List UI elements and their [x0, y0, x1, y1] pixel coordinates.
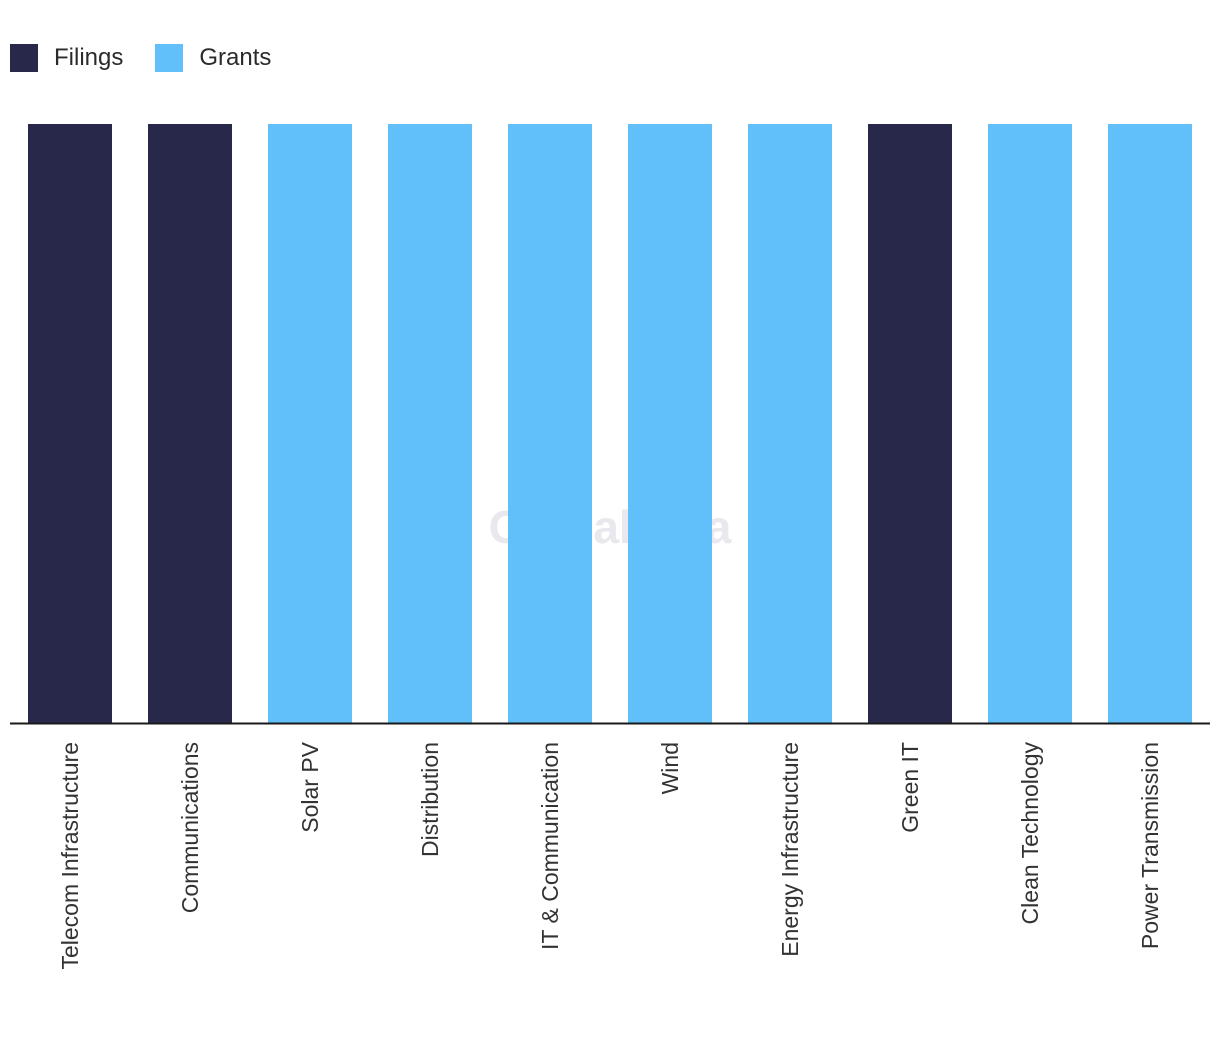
bars-group [28, 124, 1192, 723]
bar-filings-green-it [868, 124, 952, 723]
bar-grants-power-transmission [1108, 124, 1192, 723]
legend-label-grants: Grants [199, 44, 272, 71]
x-tick-label-power-transmission: Power Transmission [1137, 742, 1163, 949]
x-tick-label-wind: Wind [657, 742, 683, 794]
bar-grants-wind [628, 124, 712, 723]
bar-grants-energy-infrastructure [748, 124, 832, 723]
legend-label-filings: Filings [54, 44, 124, 71]
bar-grants-clean-technology [988, 124, 1072, 723]
x-tick-label-solar-pv: Solar PV [297, 741, 323, 832]
chart-legend: Filings Grants [10, 44, 303, 72]
legend-item-filings: Filings [10, 44, 123, 72]
x-tick-labels: Telecom Infrastructure Communications Sola… [57, 741, 1163, 969]
x-tick-label-telecom-infrastructure: Telecom Infrastructure [57, 742, 83, 970]
x-tick-label-energy-infrastructure: Energy Infrastructure [777, 742, 803, 957]
bar-filings-telecom-infrastructure [28, 124, 112, 723]
legend-swatch-filings [10, 44, 38, 72]
legend-swatch-grants [155, 44, 184, 72]
x-tick-label-distribution: Distribution [417, 742, 443, 857]
x-tick-label-communications: Communications [177, 742, 203, 913]
x-tick-label-it-communication: IT & Communication [537, 742, 563, 950]
x-tick-label-clean-technology: Clean Technology [1017, 742, 1043, 925]
bar-grants-it-communication [508, 124, 592, 723]
bar-grants-distribution [388, 124, 472, 723]
x-tick-label-green-it: Green IT [897, 742, 923, 833]
bar-filings-communications [148, 124, 232, 723]
legend-item-grants: Grants [155, 44, 271, 72]
bar-grants-solar-pv [268, 124, 352, 723]
